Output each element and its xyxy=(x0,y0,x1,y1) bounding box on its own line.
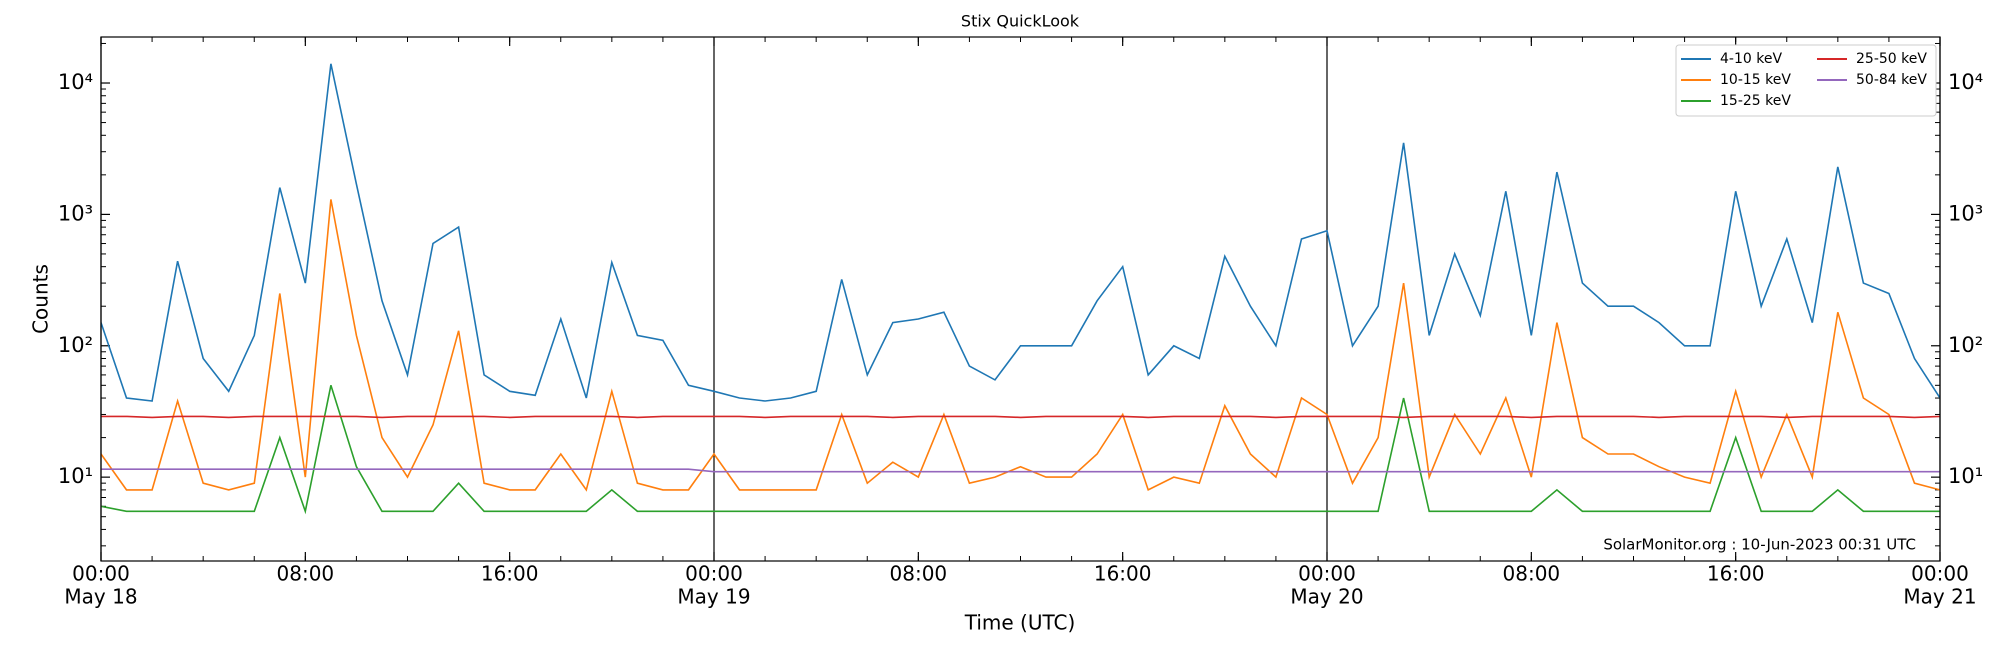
legend-label: 25-50 keV xyxy=(1856,51,1927,67)
legend-label: 50-84 keV xyxy=(1856,72,1927,88)
legend-label: 10-15 keV xyxy=(1720,72,1791,88)
x-date-label: May 18 xyxy=(64,585,137,609)
y-tick-label: 10² xyxy=(58,333,93,357)
x-axis-label: Time (UTC) xyxy=(964,611,1076,635)
x-tick-label: 08:00 xyxy=(277,562,335,586)
y-tick-label: 10² xyxy=(1948,333,1983,357)
series-line xyxy=(101,63,1940,402)
y-tick-label: 10³ xyxy=(58,201,93,225)
x-tick-label: 16:00 xyxy=(481,562,539,586)
x-tick-label: 16:00 xyxy=(1707,562,1765,586)
legend-box xyxy=(1675,44,1937,117)
x-date-label: May 20 xyxy=(1290,585,1363,609)
y-tick-label: 10⁴ xyxy=(1948,70,1983,94)
x-tick-label: 08:00 xyxy=(1503,562,1561,586)
series-line xyxy=(101,468,1940,473)
y-tick-label: 10¹ xyxy=(58,464,93,488)
chart-title: Stix QuickLook xyxy=(961,12,1080,31)
series-line xyxy=(101,199,1940,492)
x-tick-label: 00:00 xyxy=(72,562,130,586)
x-tick-label: 00:00 xyxy=(1298,562,1356,586)
y-tick-label: 10⁴ xyxy=(58,70,93,94)
series-line xyxy=(101,385,1940,515)
y-tick-label: 10³ xyxy=(1948,201,1983,225)
series-line xyxy=(101,415,1940,419)
x-date-label: May 21 xyxy=(1903,585,1976,609)
x-tick-label: 00:00 xyxy=(685,562,743,586)
annotation: SolarMonitor.org : 10-Jun-2023 00:31 UTC xyxy=(1603,536,1916,554)
x-date-label: May 19 xyxy=(677,585,750,609)
legend-label: 4-10 keV xyxy=(1720,51,1782,67)
x-tick-label: 16:00 xyxy=(1094,562,1152,586)
legend-label: 15-25 keV xyxy=(1720,93,1791,109)
y-tick-label: 10¹ xyxy=(1948,464,1983,488)
x-tick-label: 00:00 xyxy=(1911,562,1969,586)
y-axis-label: Counts xyxy=(29,264,53,334)
plot-frame xyxy=(100,36,1941,562)
x-tick-label: 08:00 xyxy=(890,562,948,586)
